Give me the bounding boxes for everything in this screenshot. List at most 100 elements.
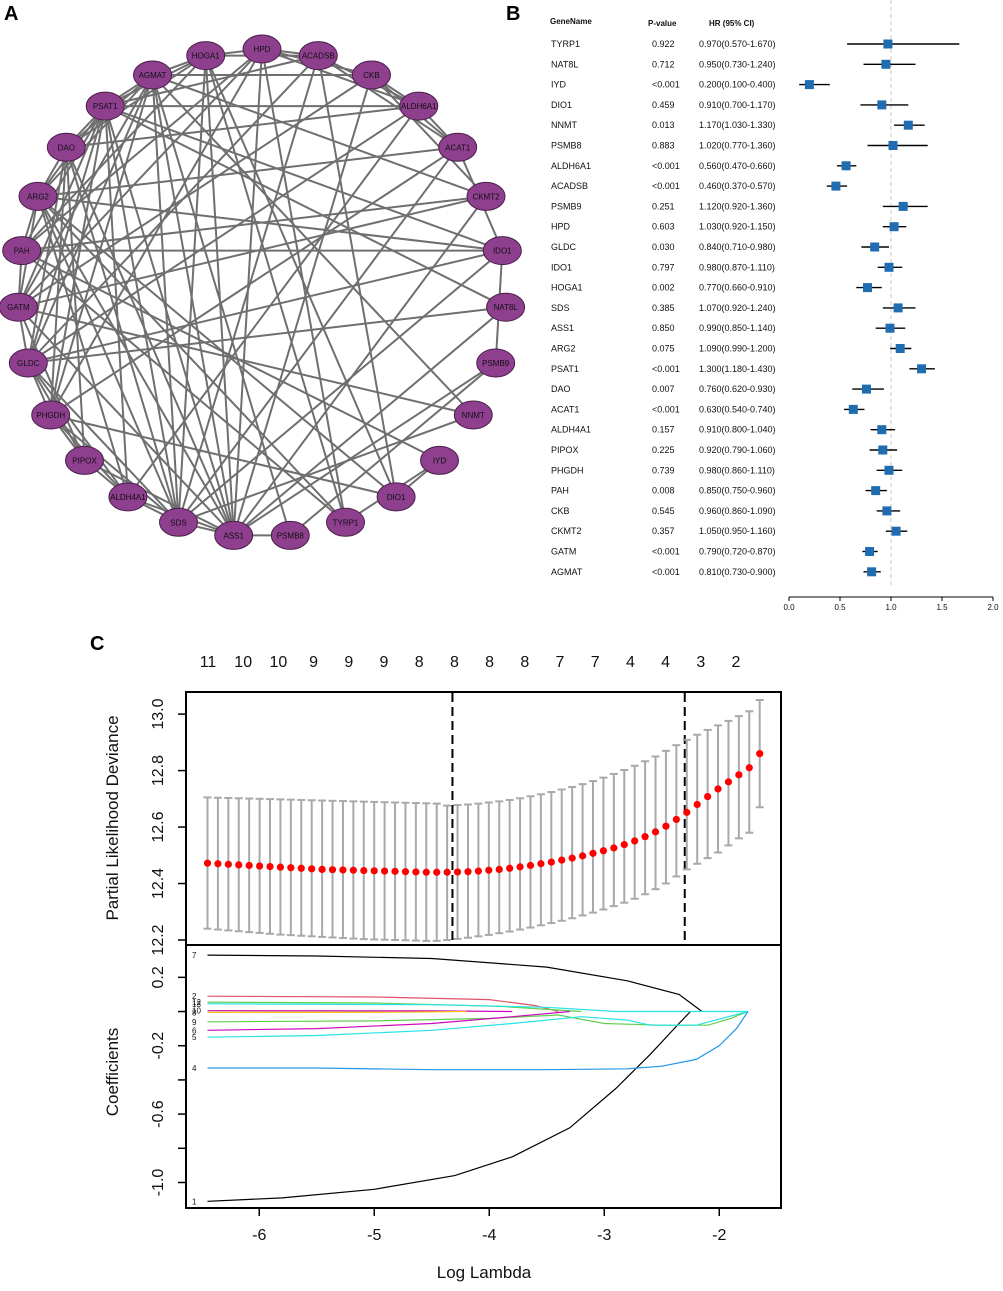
network-node-label: PHGDH <box>36 411 65 420</box>
network-edge <box>151 74 180 523</box>
forest-hr-text: 0.980(0.870-1.110) <box>699 262 775 272</box>
network-node-shape <box>0 292 38 322</box>
cv-point-group <box>380 801 389 941</box>
lasso-top-count: 10 <box>234 654 252 671</box>
network-edge <box>37 195 397 498</box>
network-node: CKB <box>352 60 391 90</box>
network-edge <box>37 146 458 198</box>
cv-point <box>683 808 691 816</box>
cv-point-group <box>349 800 358 940</box>
coefficient-index-label: 9 <box>192 1018 197 1027</box>
forest-row: HOGA1 0.002 0.770(0.660-0.910) <box>551 283 882 293</box>
forest-estimate-box <box>877 100 887 110</box>
cv-point-group <box>568 785 577 920</box>
lasso-x-tick-label: -3 <box>597 1227 611 1244</box>
network-node-label: IYD <box>433 456 447 465</box>
cv-point-group <box>328 799 337 939</box>
forest-row: PHGDH 0.739 0.980(0.860-1.110) <box>551 465 903 475</box>
forest-row: PIPOX 0.225 0.920(0.790-1.060) <box>551 445 898 455</box>
cv-point-group <box>276 798 285 936</box>
forest-pvalue: 0.850 <box>652 323 675 333</box>
forest-pvalue: 0.008 <box>652 486 675 496</box>
forest-axis-tick-label: 2.0 <box>987 603 999 612</box>
cv-point-group <box>661 749 670 885</box>
forest-hr-text: 0.770(0.660-0.910) <box>699 283 776 293</box>
network-node-shape <box>65 445 104 475</box>
forest-gene-label: DIO1 <box>551 100 572 110</box>
cv-point <box>704 792 712 801</box>
network-node-shape <box>376 482 416 512</box>
forest-gene-label: PIPOX <box>551 445 579 455</box>
forest-gene-label: ACAT1 <box>551 404 579 414</box>
network-node-shape <box>270 520 310 550</box>
network-node-label: HOGA1 <box>192 52 221 61</box>
network-node: ALDH4A1 <box>108 482 148 512</box>
cv-point <box>589 849 597 857</box>
network-node-label: ASS1 <box>223 531 244 540</box>
network-edge <box>37 195 347 523</box>
forest-header-pvalue: P-value <box>648 19 677 28</box>
forest-row: GLDC 0.030 0.840(0.710-0.980) <box>551 242 889 252</box>
cv-point <box>266 862 274 871</box>
forest-pvalue: 0.712 <box>652 59 675 69</box>
forest-gene-label: CKMT2 <box>551 526 582 536</box>
network-node: PSMB8 <box>270 520 310 550</box>
coefficient-index-label: 6 <box>192 1026 197 1035</box>
cv-point <box>381 867 389 875</box>
network-node-shape <box>399 91 439 121</box>
forest-pvalue: 0.797 <box>652 262 675 272</box>
forest-row: DIO1 0.459 0.910(0.700-1.170) <box>551 100 909 110</box>
network-edge <box>127 105 420 498</box>
cv-point <box>422 868 430 876</box>
cv-point-group <box>693 733 702 865</box>
network-node-label: HPD <box>254 45 271 54</box>
cv-point <box>495 865 503 874</box>
network-node-label: ACAT1 <box>445 143 471 152</box>
cv-point-group <box>411 802 420 942</box>
network-edge <box>20 54 207 252</box>
network-node-shape <box>352 60 391 90</box>
cv-point-group <box>536 793 545 927</box>
cv-point <box>453 868 462 876</box>
coefficient-path: 5 <box>192 1010 749 1042</box>
cv-point-group <box>495 800 504 935</box>
cv-point-group <box>213 796 222 931</box>
lasso-top-count: 8 <box>415 654 424 671</box>
network-node: SDS <box>159 507 198 537</box>
coefficient-line <box>207 1010 749 1026</box>
forest-estimate-box <box>917 364 927 374</box>
forest-estimate-box <box>848 404 858 414</box>
lasso-top-count: 9 <box>309 654 318 671</box>
forest-gene-label: HPD <box>551 222 571 232</box>
forest-hr-text: 1.120(0.920-1.360) <box>699 201 776 211</box>
forest-hr-text: 1.070(0.920-1.240) <box>699 303 776 313</box>
forest-hr-text: 0.760(0.620-0.930) <box>699 384 776 394</box>
forest-hr-text: 0.910(0.800-1.040) <box>699 425 776 435</box>
cv-point <box>610 844 618 852</box>
cv-point <box>578 852 587 860</box>
forest-pvalue: <0.001 <box>652 161 680 171</box>
cv-point <box>349 866 357 874</box>
forest-gene-label: CKB <box>551 506 570 516</box>
panel-letter-b: B <box>506 3 520 25</box>
forest-estimate-box <box>804 80 814 90</box>
forest-row: ARG2 0.075 1.090(0.990-1.200) <box>551 344 912 354</box>
forest-estimate-box <box>831 181 841 191</box>
forest-hr-text: 0.200(0.100-0.400) <box>699 80 776 90</box>
network-node: PSMB9 <box>476 348 516 378</box>
network-node: ARG2 <box>18 181 58 211</box>
cv-point <box>537 860 545 868</box>
forest-row: DAO 0.007 0.760(0.620-0.930) <box>551 384 884 394</box>
lasso-x-label: Log Lambda <box>437 1263 532 1282</box>
cv-point <box>724 778 733 786</box>
network-node-label: IDO1 <box>493 247 512 256</box>
cv-point <box>641 833 649 841</box>
forest-gene-label: ACADSB <box>551 181 588 191</box>
lasso-top-count: 7 <box>591 654 600 671</box>
network-edge <box>370 74 487 198</box>
forest-gene-label: PSAT1 <box>551 364 579 374</box>
coef-y-tick-label: 0.2 <box>150 966 167 988</box>
coefficient-line <box>207 1010 467 1013</box>
cv-point-group <box>578 783 587 917</box>
gene-network: HPD ACADSB CKB ALDH6A1 ACAT1 CKMT2 IDO1 NAT8L PS… <box>0 34 526 550</box>
